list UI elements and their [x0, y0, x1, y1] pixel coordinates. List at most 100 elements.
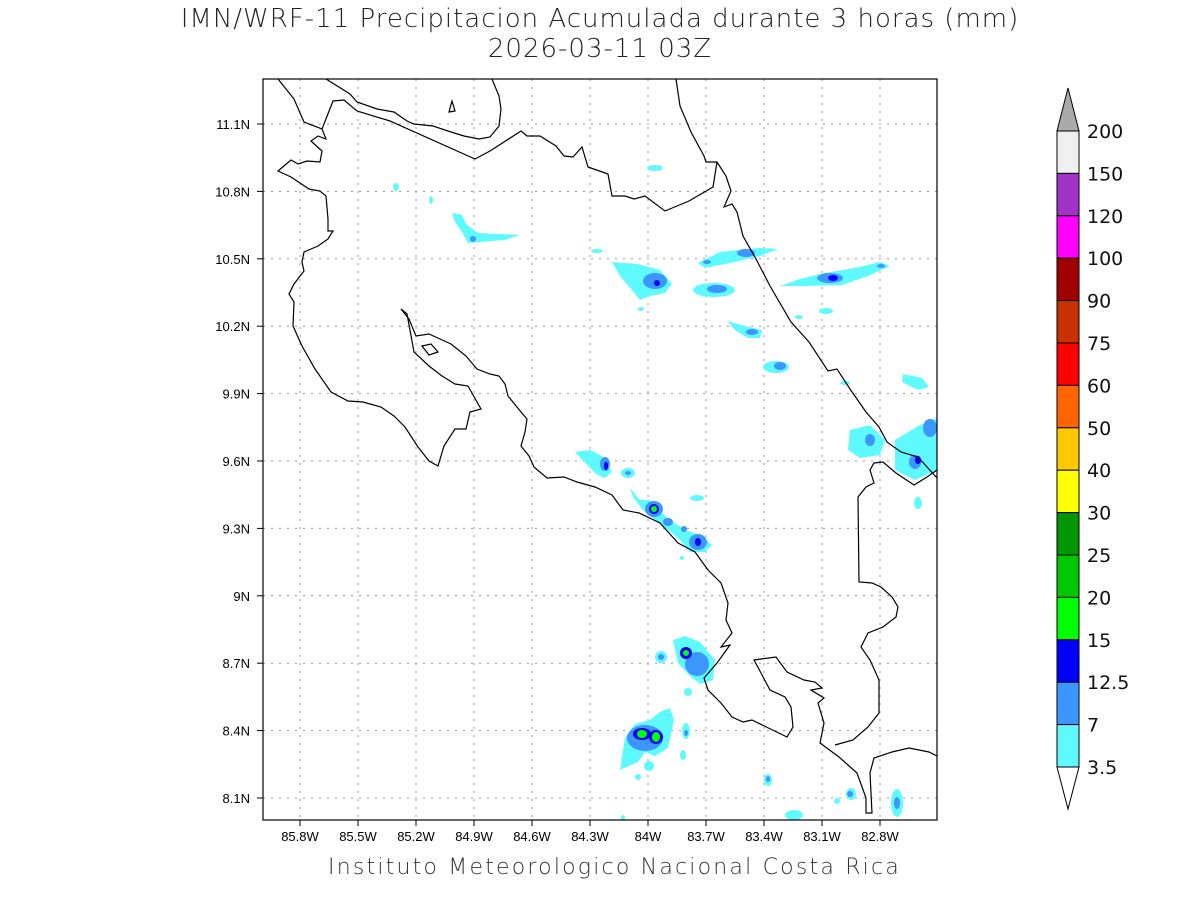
nicaragua-border	[321, 99, 718, 212]
colorbar-swatch	[1056, 554, 1080, 598]
precip-cell	[774, 362, 786, 370]
precip-area	[575, 450, 612, 478]
colorbar-label: 12.5	[1087, 672, 1129, 694]
colorbar-swatch	[1056, 427, 1080, 471]
colorbar-swatch	[1056, 130, 1080, 174]
lat-label: 11.1N	[216, 117, 250, 132]
precip-cell	[684, 730, 688, 736]
precip-cell	[663, 518, 673, 526]
precip-area	[452, 213, 520, 243]
coastlines	[276, 78, 938, 814]
pacific-coast-nicoya	[276, 78, 482, 467]
colorbar-swatch	[1056, 469, 1080, 514]
colorbar-under-triangle	[1056, 766, 1080, 811]
lat-label: 10.2N	[215, 319, 250, 334]
lat-label: 9.3N	[223, 521, 250, 536]
colorbar-swatch	[1056, 257, 1080, 302]
colorbar-label: 30	[1087, 503, 1111, 525]
colorbar-label: 150	[1087, 163, 1123, 185]
precip-cell	[785, 810, 803, 820]
colorbar-swatch	[1056, 300, 1080, 344]
precip-cell	[695, 538, 701, 546]
colorbar: 200 150 120 100 90 75 60 50 40 30 25 20 15 12.5 7 3.5	[1056, 87, 1129, 811]
precip-cell	[923, 419, 937, 437]
axis-labels: 85.8W 85.5W 85.2W 84.9W 84.6W 84.3W 84W 83.7W 83…	[215, 117, 899, 844]
precip-cell	[828, 275, 838, 281]
precip-cell	[652, 732, 660, 742]
precip-cell	[654, 280, 660, 286]
precip-cell	[429, 196, 433, 204]
colorbar-swatch	[1056, 172, 1080, 217]
colorbar-label: 40	[1087, 460, 1111, 482]
lat-label: 10.8N	[215, 184, 250, 199]
footer-credit: Instituto Meteorologico Nacional Costa R…	[328, 855, 901, 880]
colorbar-swatch	[1056, 342, 1080, 386]
gulf-island	[420, 343, 440, 356]
colorbar-swatch	[1056, 639, 1080, 683]
chart-title: IMN/WRF-11 Precipitacion Acumulada duran…	[180, 4, 1020, 34]
lon-label: 84W	[635, 829, 662, 844]
precip-cell	[914, 497, 922, 509]
lon-label: 85.8W	[281, 829, 319, 844]
colorbar-swatch	[1056, 681, 1080, 726]
lon-label: 83.1W	[803, 829, 841, 844]
colorbar-swatch	[1056, 384, 1080, 429]
colorbar-label: 90	[1087, 291, 1111, 313]
precip-cell	[621, 815, 625, 820]
colorbar-swatch	[1056, 596, 1080, 641]
precip-cell	[591, 249, 603, 253]
lon-label: 85.5W	[339, 829, 377, 844]
colorbar-label: 3.5	[1087, 757, 1117, 779]
precip-cell	[703, 260, 711, 264]
colorbar-label: 200	[1087, 121, 1123, 143]
precip-cell	[644, 761, 654, 771]
colorbar-label: 75	[1087, 333, 1111, 355]
caribbean-coast	[675, 78, 938, 479]
panama-border-coast	[834, 461, 938, 746]
colorbar-label: 120	[1087, 206, 1123, 228]
lat-label: 10.5N	[215, 252, 250, 267]
precip-cell	[393, 183, 399, 191]
precip-area	[727, 321, 762, 338]
precip-cell	[604, 462, 608, 470]
lat-label: 8.4N	[223, 724, 250, 739]
precip-cell	[865, 434, 875, 446]
precip-cell	[638, 307, 644, 311]
precip-cell	[635, 774, 641, 780]
colorbar-over-triangle	[1056, 87, 1080, 132]
precip-area	[902, 374, 929, 390]
colorbar-label: 100	[1087, 248, 1123, 270]
precip-cell	[840, 381, 850, 385]
precip-cell	[658, 654, 664, 660]
precip-cell	[690, 495, 704, 501]
lon-label: 82.8W	[861, 829, 899, 844]
colorbar-label: 60	[1087, 375, 1111, 397]
precip-cell	[795, 315, 803, 319]
precip-cell	[894, 797, 900, 809]
precip-cell	[847, 791, 853, 797]
precip-cell	[625, 471, 631, 475]
colorbar-swatch	[1056, 512, 1080, 556]
lat-label: 8.7N	[223, 656, 250, 671]
lake-island	[448, 98, 456, 113]
precip-cell	[681, 526, 687, 532]
lon-label: 84.6W	[513, 829, 551, 844]
colorbar-swatch	[1056, 724, 1080, 768]
colorbar-swatch	[1056, 215, 1080, 259]
lon-label: 83.4W	[745, 829, 783, 844]
precip-cell	[746, 329, 758, 335]
lon-label: 84.3W	[571, 829, 609, 844]
graticule	[263, 79, 937, 820]
precip-cell	[680, 556, 684, 560]
precip-cell	[685, 652, 709, 676]
precip-cell	[707, 285, 727, 293]
precip-cell	[737, 249, 755, 257]
lon-label: 85.2W	[397, 829, 435, 844]
map-frame	[262, 78, 938, 821]
lon-label: 83.7W	[687, 829, 725, 844]
lake-nicaragua-shore	[325, 78, 502, 140]
lat-label: 9N	[233, 589, 250, 604]
precip-cell	[683, 650, 689, 656]
valid-time: 2026-03-11 03Z	[487, 34, 713, 64]
precip-cell	[834, 798, 840, 804]
